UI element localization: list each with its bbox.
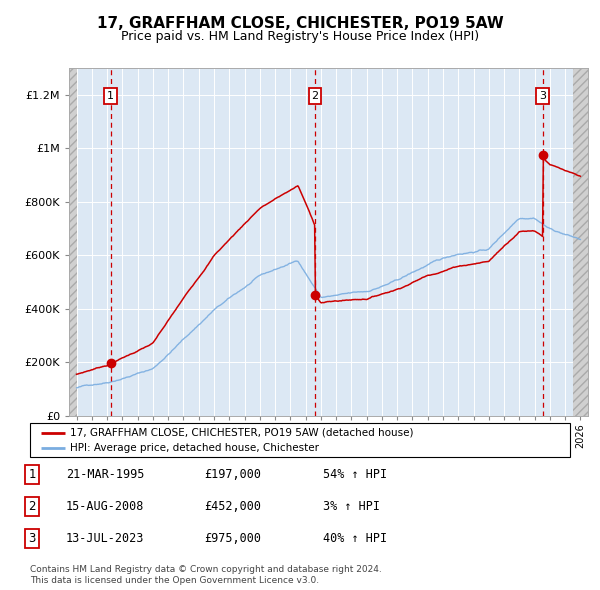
- Text: £975,000: £975,000: [204, 532, 261, 545]
- Text: 1: 1: [107, 91, 114, 101]
- Text: 17, GRAFFHAM CLOSE, CHICHESTER, PO19 5AW (detached house): 17, GRAFFHAM CLOSE, CHICHESTER, PO19 5AW…: [71, 428, 414, 438]
- Text: HPI: Average price, detached house, Chichester: HPI: Average price, detached house, Chic…: [71, 442, 320, 453]
- Bar: [573, 68, 588, 416]
- Text: 3% ↑ HPI: 3% ↑ HPI: [323, 500, 380, 513]
- Text: 17, GRAFFHAM CLOSE, CHICHESTER, PO19 5AW: 17, GRAFFHAM CLOSE, CHICHESTER, PO19 5AW: [97, 16, 503, 31]
- Text: Contains HM Land Registry data © Crown copyright and database right 2024.
This d: Contains HM Land Registry data © Crown c…: [30, 565, 382, 585]
- Text: 40% ↑ HPI: 40% ↑ HPI: [323, 532, 386, 545]
- Text: 3: 3: [539, 91, 546, 101]
- Text: £452,000: £452,000: [204, 500, 261, 513]
- Text: 15-AUG-2008: 15-AUG-2008: [66, 500, 145, 513]
- Text: 2: 2: [311, 91, 319, 101]
- Text: £197,000: £197,000: [204, 468, 261, 481]
- Text: 3: 3: [28, 532, 36, 545]
- Text: 54% ↑ HPI: 54% ↑ HPI: [323, 468, 386, 481]
- Bar: [69, 68, 77, 416]
- Text: 1: 1: [28, 468, 36, 481]
- Text: Price paid vs. HM Land Registry's House Price Index (HPI): Price paid vs. HM Land Registry's House …: [121, 30, 479, 43]
- Text: 21-MAR-1995: 21-MAR-1995: [66, 468, 145, 481]
- Text: 2: 2: [28, 500, 36, 513]
- Text: 13-JUL-2023: 13-JUL-2023: [66, 532, 145, 545]
